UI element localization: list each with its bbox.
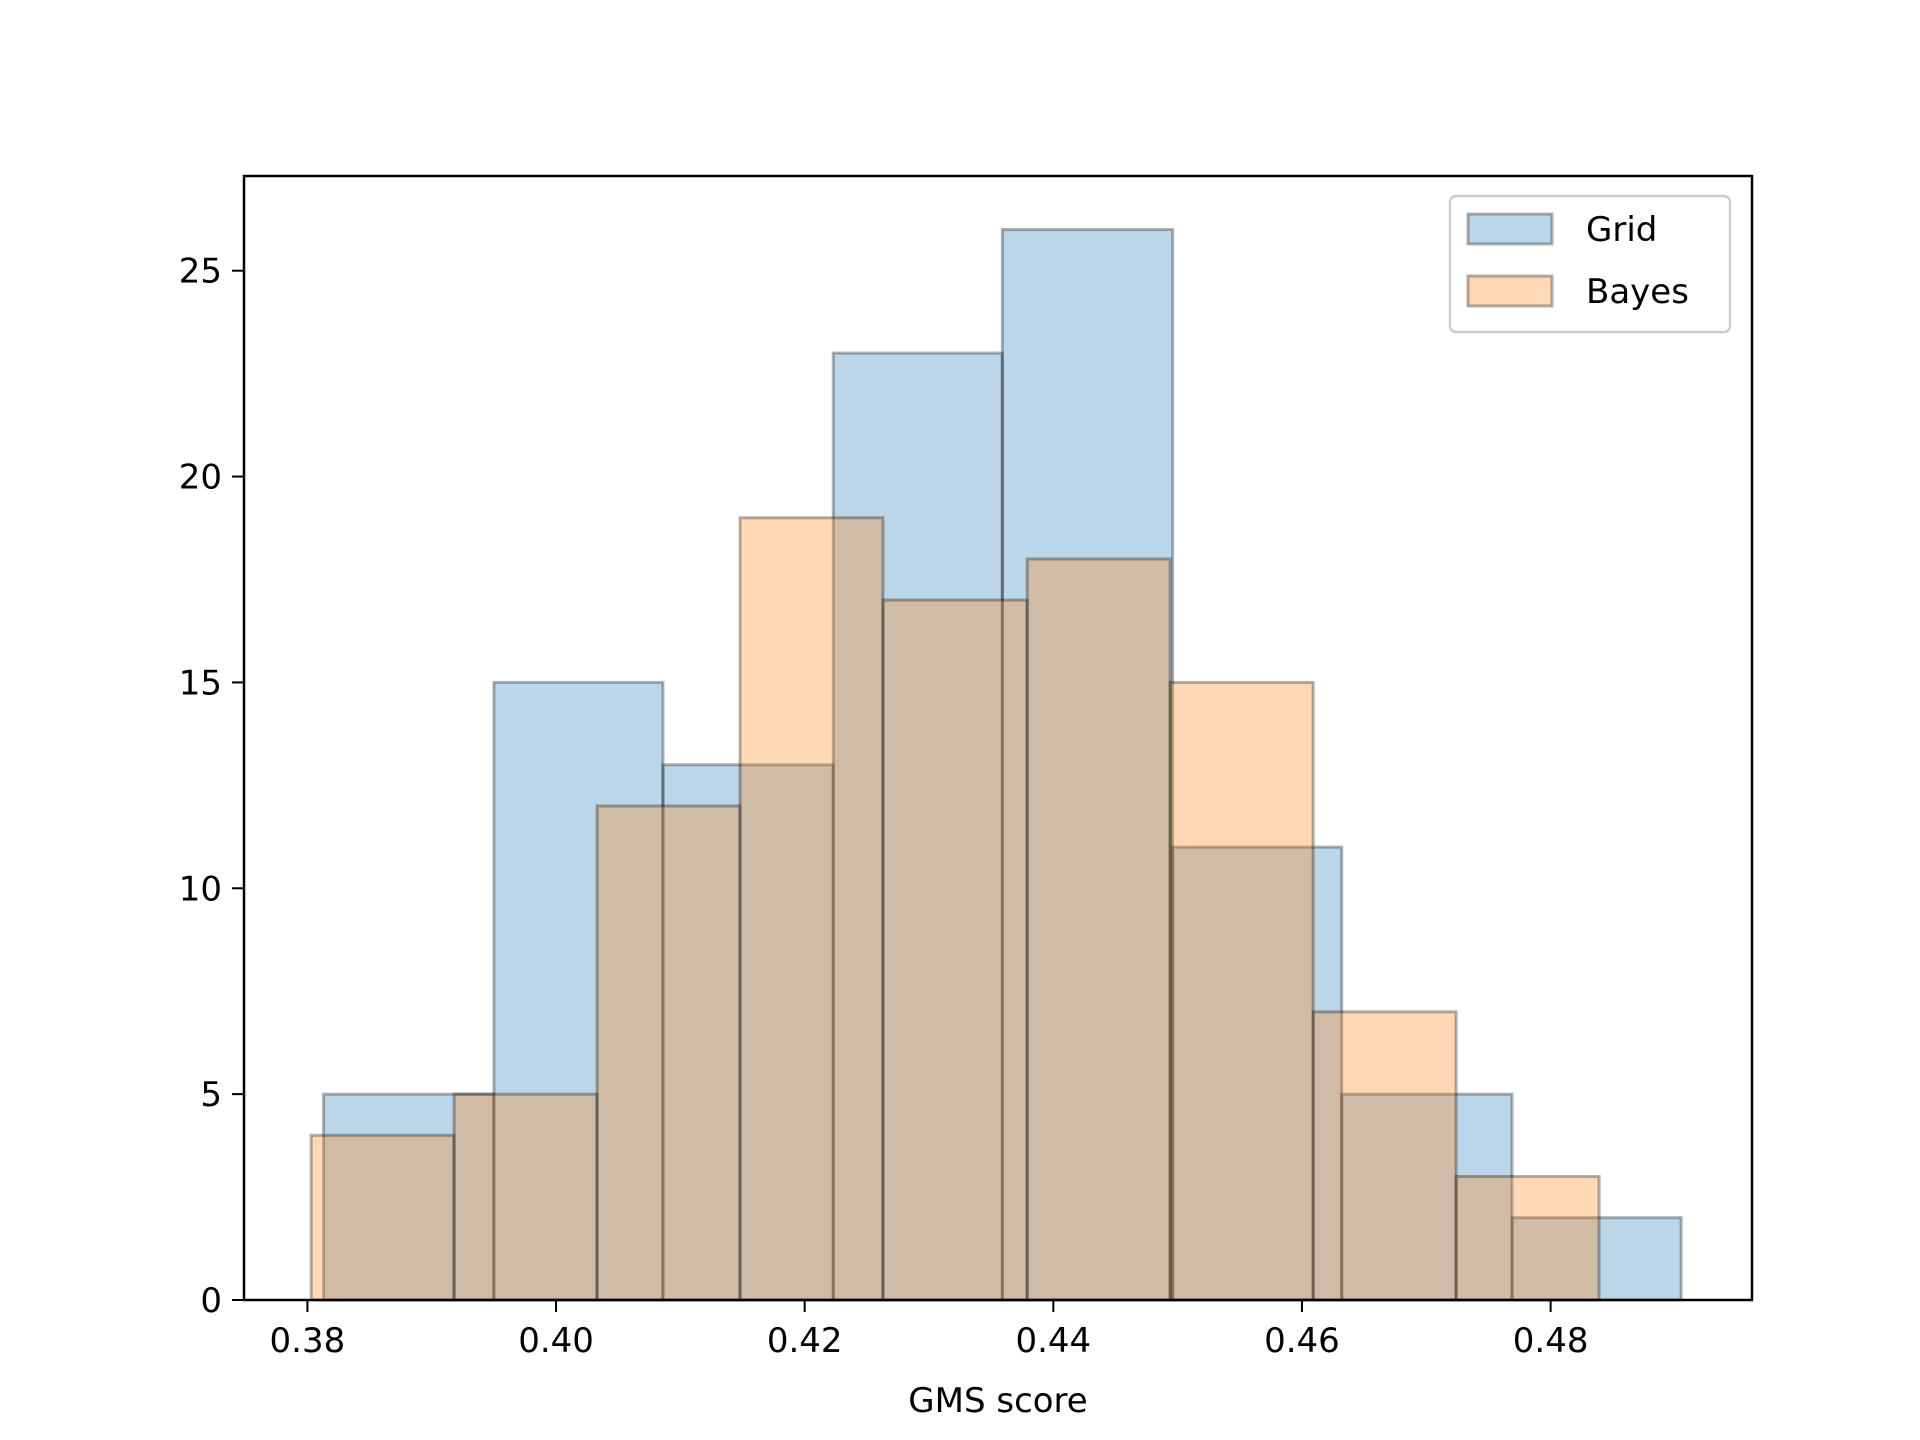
x-tick-label: 0.40 (518, 1321, 594, 1361)
bar-bayes-8 (1454, 1174, 1601, 1302)
y-tick-label: 25 (179, 252, 222, 292)
legend-swatch-bayes (1466, 274, 1554, 308)
legend: Grid Bayes (1448, 194, 1732, 334)
legend-box (1448, 194, 1732, 334)
y-tick-label: 0 (200, 1281, 222, 1321)
bar-bayes-5 (1025, 557, 1172, 1302)
x-tick-label: 0.44 (1015, 1321, 1091, 1361)
bar-grid-3 (831, 351, 1004, 1302)
bar-bayes-4 (881, 598, 1029, 1302)
bar-bayes-7 (1311, 1010, 1458, 1302)
bar-bayes-3 (738, 516, 885, 1302)
bar-grid-0 (322, 1092, 496, 1302)
bar-bayes-2 (595, 804, 742, 1302)
ticks-layer: 0.38 0.40 0.42 0.44 0.46 0.48 0 5 10 15 20 25 (179, 252, 1589, 1361)
legend-swatch-grid (1466, 212, 1554, 246)
x-tick-label: 0.48 (1513, 1321, 1589, 1361)
y-tick-label: 5 (200, 1075, 222, 1115)
legend-label-bayes: Bayes (1586, 272, 1689, 312)
bar-grid-7 (1510, 1216, 1683, 1302)
bar-grid-2 (661, 763, 835, 1302)
bar-grid-5 (1171, 845, 1344, 1302)
bar-bayes-6 (1168, 680, 1315, 1302)
plot-frame (242, 174, 1754, 1302)
x-axis-title: GMS score (908, 1381, 1087, 1421)
x-tick-label: 0.46 (1264, 1321, 1340, 1361)
bar-bayes-1 (452, 1092, 599, 1302)
legend-label-grid: Grid (1586, 210, 1657, 250)
x-tick-label: 0.38 (270, 1321, 346, 1361)
bars-layer (309, 228, 1683, 1302)
x-tick-label: 0.42 (767, 1321, 843, 1361)
bar-bayes-0 (309, 1133, 456, 1302)
bar-grid-1 (492, 680, 665, 1302)
y-tick-label: 20 (179, 458, 222, 498)
y-tick-label: 10 (179, 869, 222, 909)
y-tick-label: 15 (179, 663, 222, 703)
bar-grid-4 (1000, 228, 1175, 1302)
